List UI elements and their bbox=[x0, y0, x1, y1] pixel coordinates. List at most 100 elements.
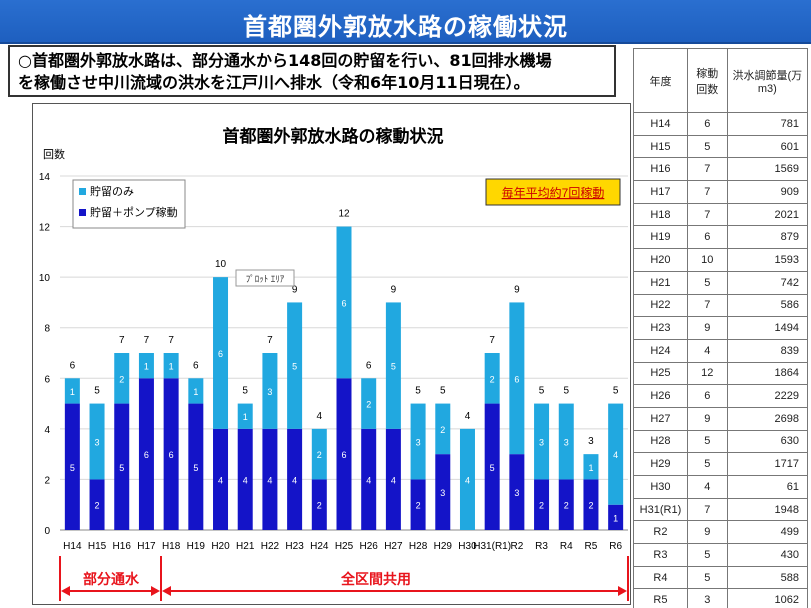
table-row: H23 9 1494 bbox=[633, 316, 809, 340]
x-tick-label: H28 bbox=[409, 541, 428, 552]
legend-swatch-storage-pump bbox=[79, 209, 86, 216]
average-callout: 毎年平均約7回稼動 bbox=[485, 178, 621, 206]
cell-year: H21 bbox=[633, 270, 688, 295]
tooltip-label: ﾌﾟﾛｯﾄ ｴﾘｱ bbox=[246, 274, 285, 284]
bar-total-label: 10 bbox=[215, 259, 227, 270]
cell-volume: 839 bbox=[726, 338, 809, 363]
x-tick-label: H15 bbox=[88, 541, 107, 552]
arrowhead-full-right bbox=[618, 586, 627, 596]
cell-count: 5 bbox=[686, 565, 728, 590]
cell-count: 5 bbox=[686, 270, 728, 295]
cell-year: H25 bbox=[633, 361, 688, 386]
bar-segment-storage-only bbox=[608, 403, 624, 505]
x-tick-label: H16 bbox=[113, 541, 132, 552]
header-year: 年度 bbox=[633, 48, 688, 113]
x-tick-label: R4 bbox=[560, 541, 573, 552]
bar-total-label: 5 bbox=[563, 386, 569, 397]
bar-segment-label: 3 bbox=[564, 438, 569, 448]
bar-segment-storage-only bbox=[138, 353, 154, 379]
bar-segment-label: 2 bbox=[440, 425, 445, 435]
y-tick-label: 2 bbox=[44, 475, 50, 486]
bar-segment-storage-only bbox=[558, 403, 574, 480]
bar-segment-storage-pump bbox=[311, 479, 327, 530]
bar-total-label: 9 bbox=[292, 284, 298, 295]
cell-count: 4 bbox=[686, 475, 728, 499]
bar-segment-storage-pump bbox=[138, 378, 154, 530]
bar-total-label: 7 bbox=[267, 335, 273, 346]
y-tick-label: 10 bbox=[39, 273, 51, 284]
bar-total-label: 7 bbox=[168, 335, 174, 346]
bar-segment-label: 2 bbox=[416, 501, 421, 511]
bar-segment-label: 2 bbox=[119, 374, 124, 384]
bar-segment-label: 1 bbox=[243, 412, 248, 422]
cell-volume: 430 bbox=[726, 543, 809, 567]
table-row: H18 7 2021 bbox=[633, 202, 809, 227]
cell-count: 7 bbox=[686, 497, 728, 522]
bar-segment-label: 2 bbox=[490, 374, 495, 384]
plot-area-tooltip: ﾌﾟﾛｯﾄ ｴﾘｱ bbox=[235, 269, 295, 287]
bar-segment-label: 4 bbox=[267, 475, 272, 485]
bar-segment-storage-pump bbox=[410, 479, 426, 530]
table-row: H22 7 586 bbox=[633, 293, 809, 318]
y-tick-label: 0 bbox=[44, 526, 50, 537]
range-label-partial-bg bbox=[75, 570, 147, 588]
cell-year: H14 bbox=[633, 112, 688, 136]
bar-segment-label: 4 bbox=[218, 475, 223, 485]
cell-count: 6 bbox=[686, 112, 728, 136]
cell-volume: 630 bbox=[726, 429, 809, 454]
table-row: H27 9 2698 bbox=[633, 406, 809, 431]
bar-segment-label: 6 bbox=[169, 450, 174, 460]
cell-volume: 909 bbox=[726, 180, 809, 204]
cell-volume: 1569 bbox=[726, 157, 809, 182]
bar-segment-label: 2 bbox=[539, 501, 544, 511]
cell-year: H29 bbox=[633, 452, 688, 476]
bar-segment-storage-only bbox=[64, 378, 80, 404]
cell-count: 9 bbox=[686, 316, 728, 340]
y-tick-label: 8 bbox=[44, 324, 50, 335]
operation-table: 年度 稼動回数 洪水調節量(万m3) H14 6 781 H15 5 601 H16 7 156… bbox=[633, 48, 809, 608]
table-row: H26 6 2229 bbox=[633, 384, 809, 408]
bar-segment-storage-only bbox=[287, 302, 303, 429]
cell-year: H19 bbox=[633, 225, 688, 250]
bar-segment-storage-only bbox=[484, 353, 500, 404]
table-row: H31(R1) 7 1948 bbox=[633, 497, 809, 522]
bar-segment-storage-pump bbox=[114, 403, 130, 530]
table-row: H21 5 742 bbox=[633, 270, 809, 295]
bar-total-label: 5 bbox=[613, 386, 619, 397]
average-callout-box bbox=[485, 178, 621, 206]
bar-total-label: 6 bbox=[366, 360, 372, 371]
x-tick-label: H29 bbox=[434, 541, 453, 552]
bar-segment-label: 6 bbox=[514, 374, 519, 384]
cell-count: 7 bbox=[686, 293, 728, 318]
cell-year: H16 bbox=[633, 157, 688, 182]
bar-total-label: 7 bbox=[119, 335, 125, 346]
bar-segment-label: 5 bbox=[490, 463, 495, 473]
y-tick-label: 4 bbox=[44, 425, 50, 436]
bar-segment-label: 6 bbox=[218, 349, 223, 359]
cell-count: 4 bbox=[686, 338, 728, 363]
table-row: H14 6 781 bbox=[633, 112, 809, 136]
bar-total-label: 7 bbox=[144, 335, 150, 346]
bar-segment-storage-only bbox=[410, 403, 426, 480]
bar-segment-storage-only bbox=[163, 353, 179, 379]
cell-count: 5 bbox=[686, 452, 728, 476]
bar-segment-storage-only bbox=[385, 302, 401, 429]
bar-total-label: 5 bbox=[539, 386, 545, 397]
cell-year: H18 bbox=[633, 202, 688, 227]
table-row: R4 5 588 bbox=[633, 565, 809, 590]
cell-volume: 1062 bbox=[726, 588, 809, 608]
bar-total-label: 5 bbox=[415, 386, 421, 397]
table-row: H25 12 1864 bbox=[633, 361, 809, 386]
cell-year: R4 bbox=[633, 565, 688, 590]
chart-title: 首都圏外郭放水路の稼動状況 bbox=[223, 126, 444, 146]
table-row: H16 7 1569 bbox=[633, 157, 809, 182]
cell-year: H27 bbox=[633, 406, 688, 431]
bar-segment-storage-only bbox=[114, 353, 130, 404]
bar-segment-label: 2 bbox=[317, 501, 322, 511]
bar-total-label: 7 bbox=[489, 335, 495, 346]
bar-total-label: 12 bbox=[338, 209, 350, 220]
bar-total-label: 5 bbox=[242, 386, 248, 397]
cell-year: H30 bbox=[633, 475, 688, 499]
bar-total-label: 4 bbox=[317, 411, 323, 422]
